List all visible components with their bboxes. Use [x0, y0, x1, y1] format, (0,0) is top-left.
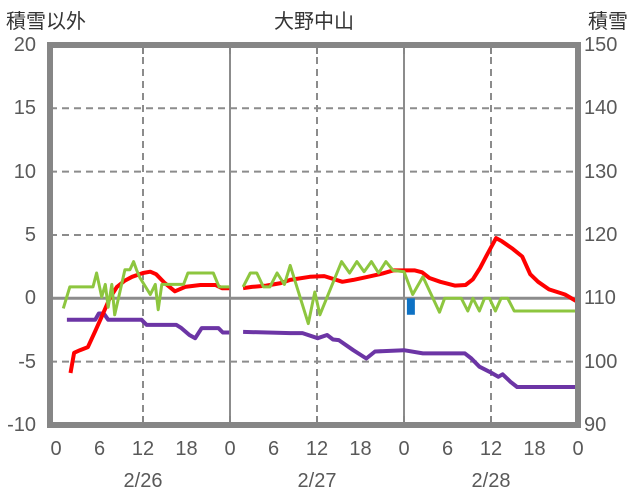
x-axis-hour-label: 18: [349, 438, 372, 460]
x-axis-hour-label: 0: [572, 438, 584, 460]
x-axis-hour-label: 6: [267, 438, 280, 460]
left-axis-tick-label: 20: [13, 33, 36, 56]
left-axis-tick-label: -5: [18, 350, 36, 373]
x-axis-date-label: 2/28: [471, 470, 511, 492]
purple-line: [66, 311, 230, 341]
station-title: 大野中山: [274, 11, 354, 33]
left-axis-tick-label: 10: [13, 160, 36, 183]
right-axis-tick-label: 150: [584, 33, 618, 56]
x-axis-date-label: 2/26: [123, 470, 163, 492]
left-axis-title: 積雪以外: [6, 11, 86, 33]
purple-line: [243, 329, 578, 389]
right-axis-tick-label: 100: [584, 350, 618, 373]
x-axis-hour-label: 0: [398, 438, 410, 460]
x-axis-date-label: 2/27: [297, 470, 337, 492]
x-axis-hour-label: 0: [224, 438, 236, 460]
right-axis-tick-label: 140: [584, 97, 618, 120]
green-line: [61, 260, 230, 317]
left-axis-tick-label: 0: [24, 287, 36, 310]
x-axis-hour-label: 6: [441, 438, 454, 460]
right-axis-tick-label: 90: [584, 413, 607, 436]
blue-bar: [406, 298, 415, 315]
left-axis-tick-label: 5: [24, 223, 36, 246]
x-axis-hour-label: 12: [305, 438, 329, 460]
right-axis-tick-label: 120: [584, 223, 618, 246]
plot-frame: [47, 42, 581, 428]
x-axis-hour-label: 6: [93, 438, 106, 460]
x-axis-hour-label: 0: [50, 438, 62, 460]
right-axis-tick-label: 110: [584, 287, 616, 310]
green-line: [241, 260, 578, 326]
red-line: [242, 236, 580, 304]
right-axis-title: 積雪: [588, 11, 628, 33]
x-axis-hour-label: 18: [175, 438, 198, 460]
x-axis-hour-label: 18: [523, 438, 546, 460]
right-axis-tick-label: 130: [584, 160, 618, 183]
left-axis-tick-label: 15: [13, 97, 36, 120]
x-axis-hour-label: 12: [131, 438, 155, 460]
left-axis-tick-label: -10: [7, 413, 36, 436]
x-axis-hour-label: 12: [479, 438, 503, 460]
